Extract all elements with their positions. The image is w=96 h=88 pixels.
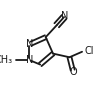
Text: N: N (26, 39, 33, 49)
Text: N: N (26, 55, 33, 65)
Text: CH₃: CH₃ (0, 55, 13, 65)
Text: N: N (61, 11, 69, 21)
Text: O: O (69, 67, 77, 77)
Text: Cl: Cl (84, 46, 94, 56)
